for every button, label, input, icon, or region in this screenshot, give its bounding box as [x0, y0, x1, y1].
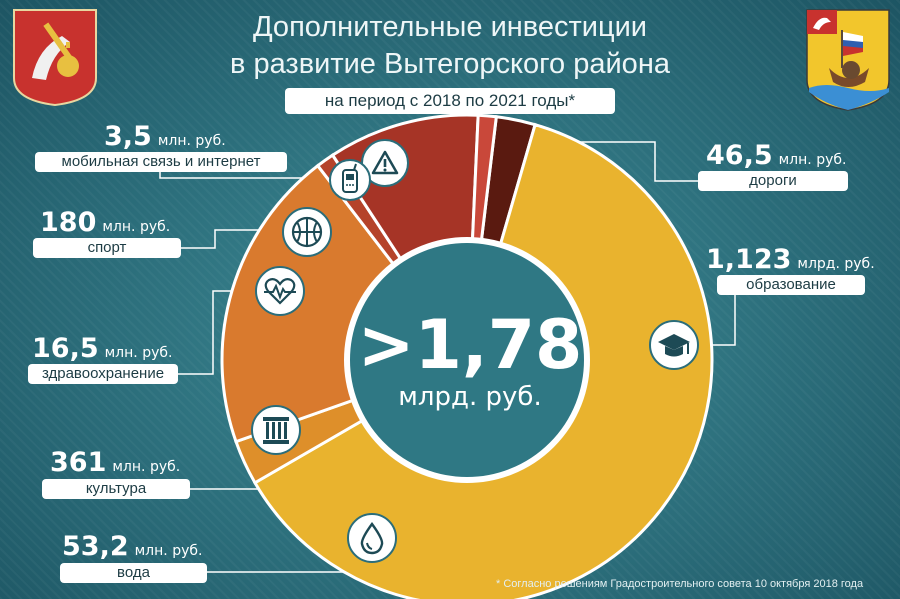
sport-value-unit: млн. руб.: [102, 219, 171, 235]
education-label: образование: [717, 275, 865, 295]
water-label: вода: [60, 563, 207, 583]
heart-pulse-icon: [255, 266, 305, 316]
health-value: 16,5 млн. руб.: [32, 333, 172, 364]
education-value-unit: млрд. руб.: [797, 256, 875, 272]
roads-value: 46,5 млн. руб.: [706, 140, 846, 171]
mobile-phone-icon: [329, 159, 371, 201]
roads-value-number: 46,5: [706, 140, 773, 171]
water-value: 53,2 млн. руб.: [62, 531, 202, 562]
health-value-number: 16,5: [32, 333, 99, 364]
health-label: здравоохранение: [28, 364, 178, 384]
footnote: * Согласно решениям Градостроительного с…: [496, 578, 864, 590]
education-value-number: 1,123: [706, 244, 792, 275]
culture-value: 361 млн. руб.: [50, 447, 180, 478]
water-value-unit: млн. руб.: [134, 543, 203, 559]
total-value: >1,78: [358, 306, 583, 385]
mobile-value-unit: млн. руб.: [157, 133, 226, 149]
leader-line-sport: [180, 229, 290, 249]
center-disc: [344, 237, 590, 483]
culture-value-number: 361: [50, 447, 107, 478]
mobile-value-number: 3,5: [104, 121, 152, 152]
leader-line-mobile: [159, 172, 355, 179]
page-title-line-1: Дополнительные инвестиции: [252, 11, 648, 43]
culture-label: культура: [42, 479, 190, 499]
mobile-label: мобильная связь и интернет: [35, 152, 287, 172]
page-title-line-2: в развитие Вытегорского района: [230, 48, 670, 80]
total-unit: млрд. руб.: [398, 382, 541, 412]
sport-value-number: 180: [40, 207, 97, 238]
basketball-icon: [282, 207, 332, 257]
column-icon: [251, 405, 301, 455]
education-value: 1,123 млрд. руб.: [706, 244, 875, 275]
period-subtitle: на период с 2018 по 2021 годы*: [285, 88, 615, 114]
sport-label: спорт: [33, 238, 181, 258]
sport-value: 180 млн. руб.: [40, 207, 170, 238]
vytegra-district-crest: [806, 9, 890, 111]
mobile-value: 3,5 млн. руб.: [104, 121, 226, 152]
water-drop-icon: [347, 513, 397, 563]
roads-label: дороги: [698, 171, 848, 191]
water-value-number: 53,2: [62, 531, 129, 562]
graduation-cap-icon: [649, 320, 699, 370]
roads-value-unit: млн. руб.: [778, 152, 847, 168]
health-value-unit: млн. руб.: [104, 345, 173, 361]
culture-value-unit: млн. руб.: [112, 459, 181, 475]
vologda-oblast-crest: [13, 9, 97, 106]
